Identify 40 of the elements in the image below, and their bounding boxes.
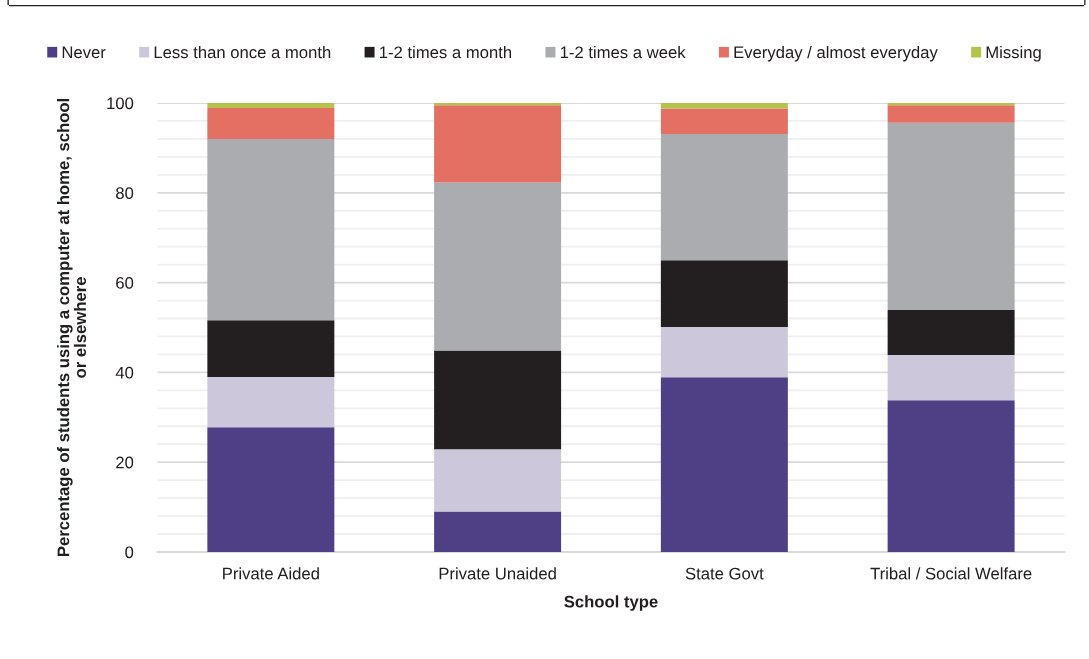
- bar: [207, 427, 335, 552]
- legend-label: Never: [62, 46, 106, 59]
- y-tick-label: 0: [125, 546, 134, 559]
- bar: [434, 449, 562, 512]
- bar: [660, 108, 788, 134]
- legend-label: 1-2 times a month: [380, 45, 512, 59]
- bar: [887, 354, 1015, 401]
- y-tick-label: 20: [116, 456, 134, 469]
- legend-label: 1-2 times a week: [560, 45, 686, 59]
- bar: [887, 309, 1015, 355]
- bar: [434, 350, 562, 450]
- x-tick-label: Private Unaided: [439, 567, 556, 580]
- y-tick-label: 40: [115, 366, 134, 379]
- bar: [660, 327, 788, 378]
- bar: [207, 138, 335, 321]
- bar: [207, 320, 335, 377]
- y-tick-label: 60: [116, 276, 134, 289]
- bar: [434, 105, 562, 183]
- bar: [887, 122, 1015, 310]
- bar: [660, 103, 788, 109]
- legend-label: Everyday / almost everyday: [734, 45, 938, 62]
- legend-label: Missing: [986, 45, 1041, 62]
- bar: [887, 105, 1015, 123]
- y-tick-label: 80: [116, 187, 134, 199]
- x-axis-title: School type: [564, 595, 658, 611]
- y-tick-label: 100: [107, 97, 134, 110]
- legend-label: Less than once a month: [154, 45, 331, 59]
- y-axis-title: Percentage of students using a computer at home, school or elsewhere: [57, 98, 87, 557]
- bar: [207, 107, 335, 139]
- bar: [434, 182, 562, 351]
- x-tick-label: Tribal / Social Welfare: [870, 567, 1032, 580]
- bar: [207, 376, 335, 428]
- bar: [660, 377, 788, 552]
- bar: [207, 103, 335, 108]
- x-tick-label: Private Aided: [223, 567, 319, 580]
- bar: [887, 400, 1015, 552]
- bar: [660, 133, 788, 261]
- bar: [434, 511, 562, 552]
- x-tick-label: State Govt: [685, 567, 764, 580]
- bar: [660, 260, 788, 328]
